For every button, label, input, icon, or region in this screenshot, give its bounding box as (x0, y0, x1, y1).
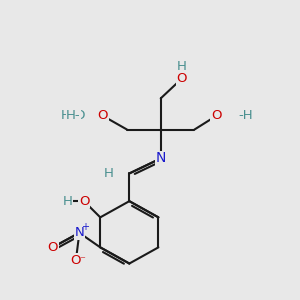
Text: O: O (47, 241, 58, 254)
Text: H: H (63, 195, 73, 208)
Text: O: O (98, 109, 108, 122)
Text: H: H (177, 59, 187, 73)
Text: H-O: H-O (61, 109, 86, 122)
Text: O: O (211, 109, 222, 122)
Text: O: O (79, 195, 89, 208)
Text: ⁻: ⁻ (80, 256, 85, 266)
Text: H-: H- (66, 109, 80, 122)
Text: O: O (176, 72, 187, 85)
Text: O: O (70, 254, 81, 267)
Text: N: N (74, 226, 84, 239)
Text: H: H (103, 167, 113, 180)
Text: +: + (81, 222, 89, 232)
Text: -H: -H (238, 109, 253, 122)
Text: N: N (155, 152, 166, 165)
